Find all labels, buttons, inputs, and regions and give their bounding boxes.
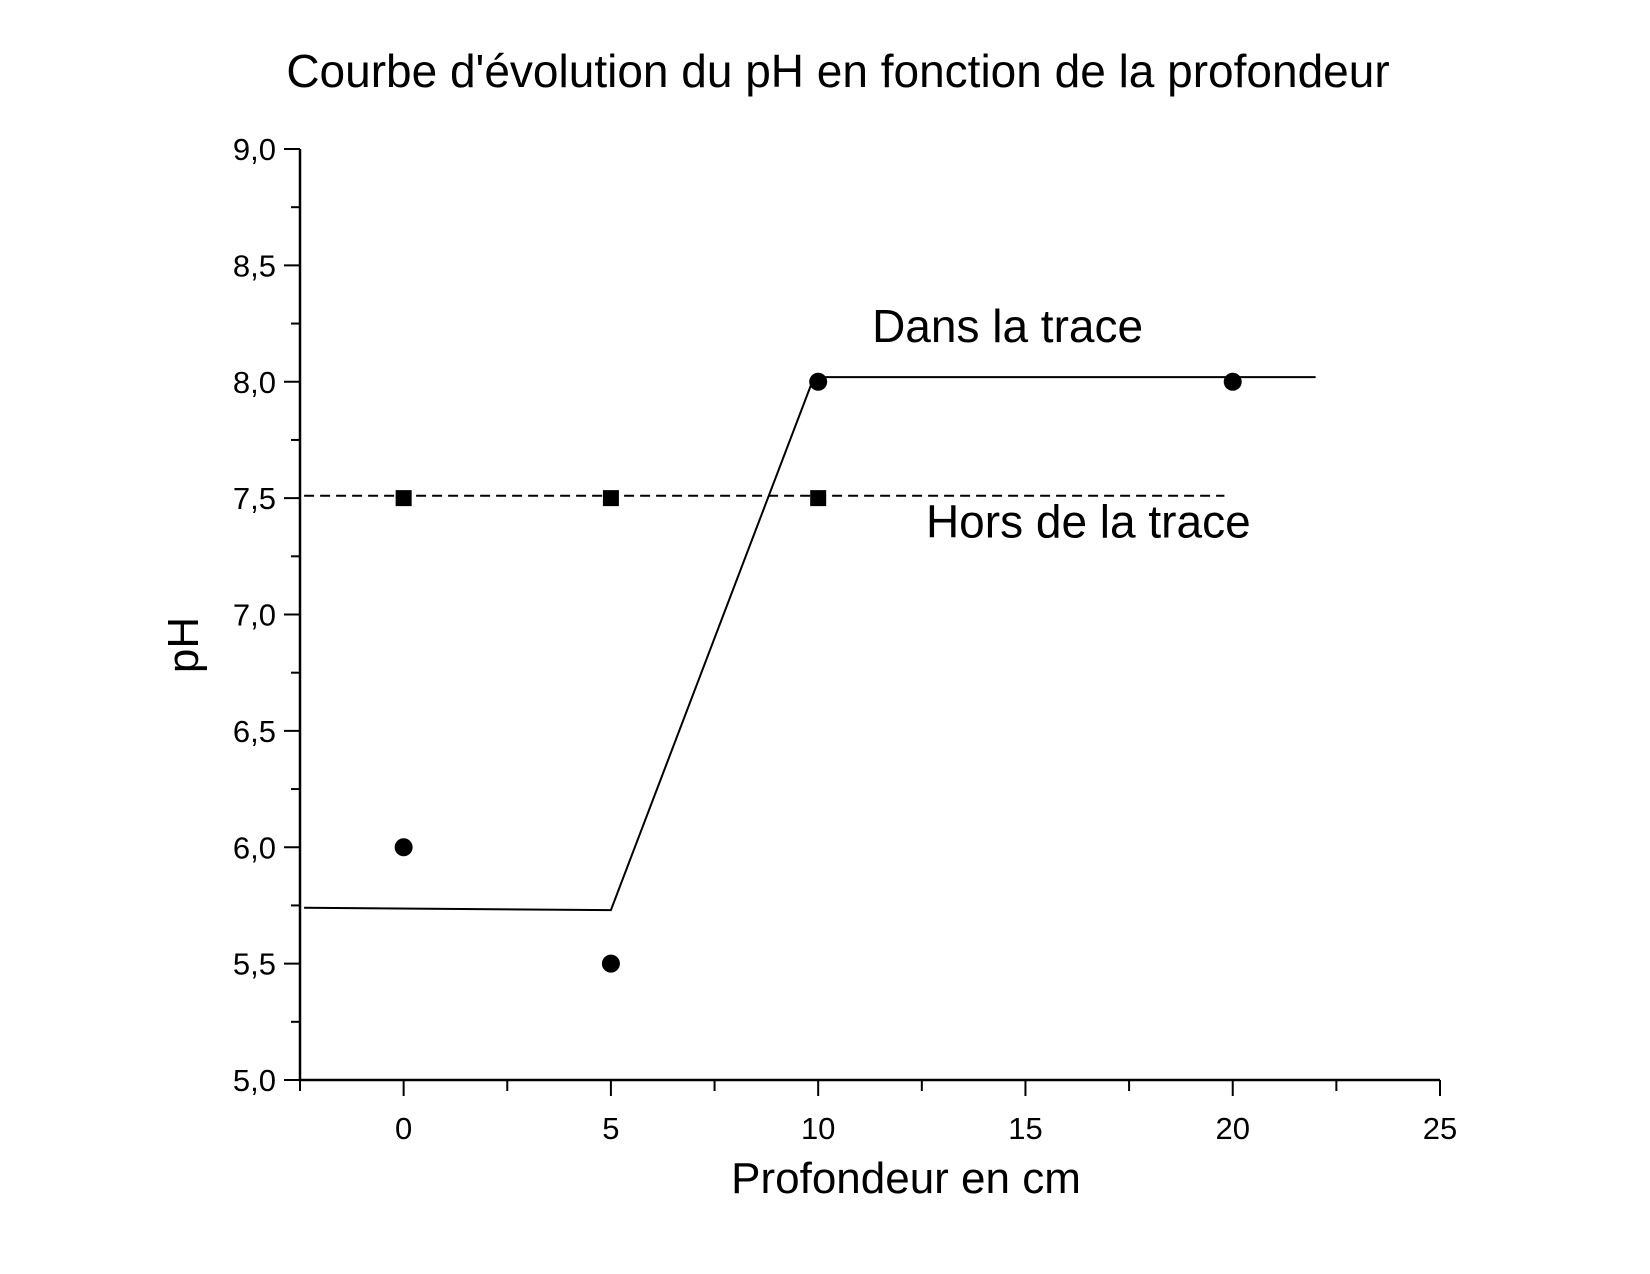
data-point-dans-la-trace — [1223, 372, 1242, 391]
y-tick-label: 9,0 — [233, 132, 276, 167]
y-tick-label: 8,0 — [233, 365, 276, 400]
fit-lines — [304, 376, 1316, 912]
y-tick-label: 6,5 — [233, 714, 276, 749]
y-tick-label: 7,0 — [233, 598, 276, 633]
y-tick-label: 5,5 — [233, 947, 276, 982]
annotation-label: Hors de la trace — [926, 496, 1251, 548]
data-point-dans-la-trace — [601, 954, 620, 973]
data-point-dans-la-trace — [809, 372, 828, 391]
data-point-hors-de-la-trace — [810, 490, 827, 507]
y-tick-label: 7,5 — [233, 481, 276, 516]
x-tick-label: 10 — [801, 1111, 835, 1146]
data-point-hors-de-la-trace — [395, 490, 412, 507]
chart-title: Courbe d'évolution du pH en fonction de … — [286, 45, 1389, 97]
y-tick-label: 5,0 — [233, 1063, 276, 1098]
y-tick-label: 6,0 — [233, 830, 276, 865]
fit-line-dans-la-trace — [304, 376, 1316, 912]
x-axis-label: Profondeur en cm — [731, 1154, 1081, 1203]
x-tick-label: 25 — [1423, 1111, 1457, 1146]
annotation-label: Dans la trace — [872, 300, 1143, 352]
annotations: Dans la trace Hors de la trace — [872, 300, 1251, 548]
data-point-hors-de-la-trace — [602, 490, 619, 507]
x-tick-label: 20 — [1215, 1111, 1249, 1146]
data-point-dans-la-trace — [394, 838, 413, 857]
data-points — [394, 372, 1242, 973]
x-tick-label: 5 — [602, 1111, 619, 1146]
axes: 5,0 5,5 6,0 6,5 7,0 7,5 8,0 8,5 9,0 0 5 10 15 20 25 — [233, 132, 1457, 1146]
y-axis-label: pH — [159, 617, 208, 673]
y-tick-label: 8,5 — [233, 248, 276, 283]
x-tick-label: 15 — [1008, 1111, 1042, 1146]
x-tick-label: 0 — [395, 1111, 412, 1146]
